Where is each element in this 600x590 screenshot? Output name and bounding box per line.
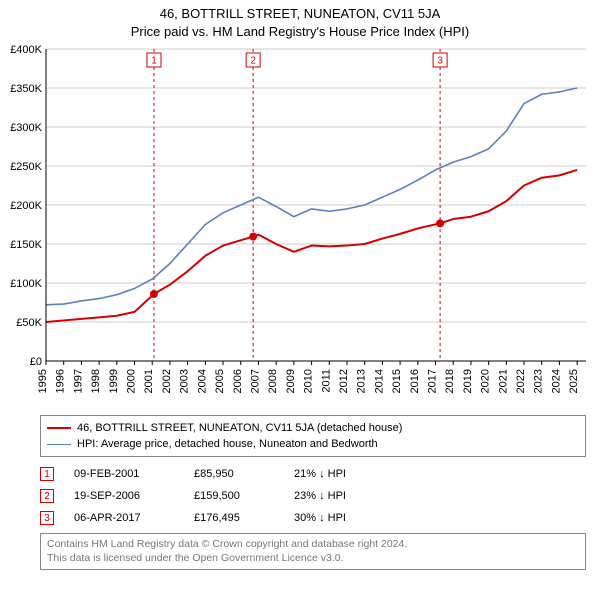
svg-text:£0: £0 [30,356,42,368]
svg-text:1995: 1995 [37,369,49,393]
transaction-list: 1 09-FEB-2001 £85,950 21% ↓ HPI 2 19-SEP-2006… [40,463,586,529]
svg-text:2003: 2003 [179,369,191,393]
transaction-marker: 2 [40,489,54,503]
transaction-row: 1 09-FEB-2001 £85,950 21% ↓ HPI [40,463,586,485]
svg-text:£400K: £400K [10,44,42,56]
legend-item: HPI: Average price, detached house, Nune… [47,436,579,452]
svg-text:2022: 2022 [515,369,527,393]
title-address: 46, BOTTRILL STREET, NUNEATON, CV11 5JA [0,6,600,21]
svg-text:2012: 2012 [338,369,350,393]
svg-text:2021: 2021 [497,369,509,393]
transaction-date: 19-SEP-2006 [74,490,174,502]
chart-container: £0 £50K £100K £150K £200K £250K £300K £350K £400… [0,41,600,411]
legend: 46, BOTTRILL STREET, NUNEATON, CV11 5JA … [40,415,586,457]
transaction-price: £176,495 [194,512,274,524]
svg-text:2008: 2008 [267,369,279,393]
svg-text:1998: 1998 [90,369,102,393]
svg-text:2010: 2010 [303,369,315,393]
footer-line-2: This data is licensed under the Open Gov… [47,552,579,566]
svg-text:2024: 2024 [550,369,562,393]
svg-text:£250K: £250K [10,161,42,173]
title-block: 46, BOTTRILL STREET, NUNEATON, CV11 5JA … [0,0,600,41]
svg-text:2005: 2005 [214,369,226,393]
svg-text:2014: 2014 [373,369,385,393]
svg-text:2011: 2011 [320,369,332,393]
transaction-price: £85,950 [194,468,274,480]
legend-swatch [47,427,71,429]
svg-text:1997: 1997 [72,369,84,393]
attribution-footer: Contains HM Land Registry data © Crown c… [40,533,586,570]
svg-text:£200K: £200K [10,200,42,212]
svg-text:1996: 1996 [55,369,67,393]
footer-line-1: Contains HM Land Registry data © Crown c… [47,538,579,552]
transaction-row: 2 19-SEP-2006 £159,500 23% ↓ HPI [40,485,586,507]
svg-text:2013: 2013 [356,369,368,393]
svg-text:2001: 2001 [143,369,155,393]
svg-text:£350K: £350K [10,83,42,95]
svg-text:£300K: £300K [10,122,42,134]
svg-text:2009: 2009 [285,369,297,393]
transaction-row: 3 06-APR-2017 £176,495 30% ↓ HPI [40,507,586,529]
svg-text:3: 3 [437,56,443,67]
svg-text:1999: 1999 [108,369,120,393]
transaction-date: 06-APR-2017 [74,512,174,524]
title-subtitle: Price paid vs. HM Land Registry's House … [0,24,600,39]
svg-text:2: 2 [250,56,256,67]
svg-text:2018: 2018 [444,369,456,393]
transaction-marker: 1 [40,467,54,481]
svg-text:2017: 2017 [427,369,439,393]
svg-text:2015: 2015 [391,369,403,393]
svg-text:2019: 2019 [462,369,474,393]
transaction-delta: 21% ↓ HPI [294,468,394,480]
svg-text:2006: 2006 [232,369,244,393]
svg-text:2007: 2007 [249,369,261,393]
svg-text:2004: 2004 [196,369,208,393]
svg-text:2025: 2025 [568,369,580,393]
svg-text:2023: 2023 [533,369,545,393]
transaction-marker: 3 [40,511,54,525]
transaction-delta: 30% ↓ HPI [294,512,394,524]
svg-text:2016: 2016 [409,369,421,393]
transaction-delta: 23% ↓ HPI [294,490,394,502]
legend-label: HPI: Average price, detached house, Nune… [77,438,378,450]
legend-swatch [47,444,71,445]
legend-label: 46, BOTTRILL STREET, NUNEATON, CV11 5JA … [77,422,402,434]
svg-text:2020: 2020 [480,369,492,393]
price-chart: £0 £50K £100K £150K £200K £250K £300K £350K £400… [0,41,600,411]
svg-text:2002: 2002 [161,369,173,393]
svg-text:2000: 2000 [126,369,138,393]
svg-text:£150K: £150K [10,239,42,251]
svg-text:1: 1 [151,56,157,67]
transaction-date: 09-FEB-2001 [74,468,174,480]
transaction-price: £159,500 [194,490,274,502]
svg-text:£100K: £100K [10,278,42,290]
legend-item: 46, BOTTRILL STREET, NUNEATON, CV11 5JA … [47,420,579,436]
svg-text:£50K: £50K [16,317,42,329]
